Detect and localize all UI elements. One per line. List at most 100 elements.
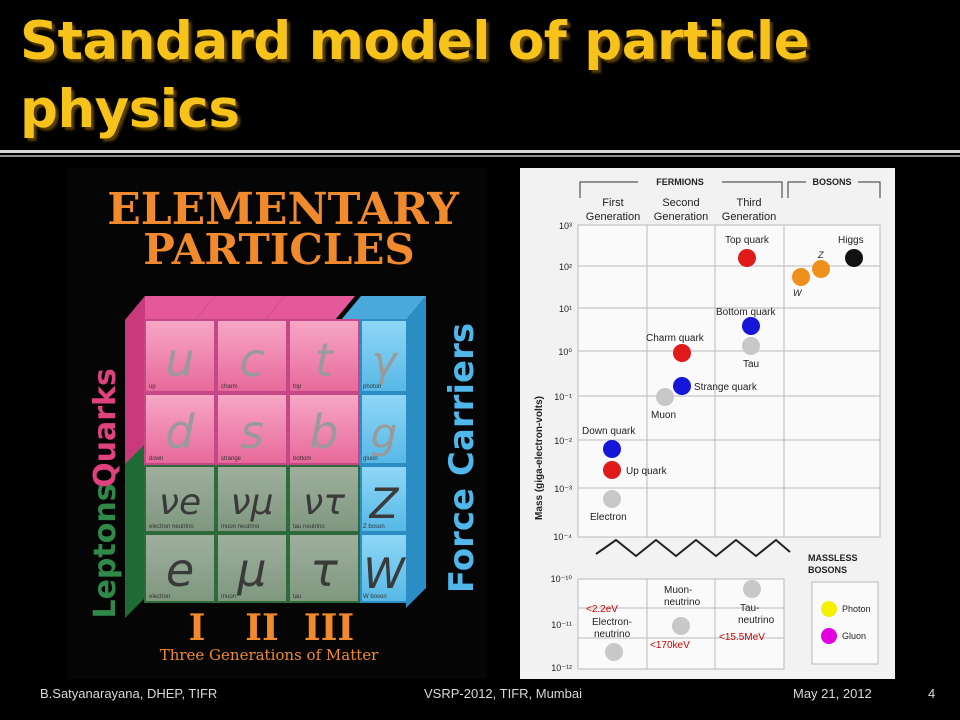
name-strange: strange [221,456,242,462]
sym-t: t [315,333,335,387]
massless-box [811,581,879,665]
strange-quark-ball [673,377,691,395]
tick-1e2: 10² [559,262,572,272]
massless-title-l1: MASSLESS [808,553,858,563]
quarks-label: Quarks [88,368,123,488]
cell-e [144,533,216,603]
tick-1e3: 10³ [559,221,572,231]
cell-tau [288,533,360,603]
slide-title: Standard model of particle physics [20,11,810,140]
fermions-header: FERMIONS [656,177,704,187]
footer-author: B.Satyanarayana, DHEP, TIFR [40,686,218,701]
cell-photon [360,319,408,393]
gen1-l2: Generation [586,211,640,223]
name-photon: photon [363,384,381,390]
electron-label: Electron [590,512,627,523]
tick-1e-1: 10⁻¹ [554,392,572,402]
sym-tau: τ [310,543,338,597]
gen2-l2: Generation [654,211,708,223]
generation-I: I [189,607,206,649]
cell-nu-e [144,465,216,533]
sym-w: W [363,549,406,598]
page-number: 4 [928,686,936,701]
cell-b [288,393,360,465]
tick-1e1: 10¹ [559,304,572,314]
particles-title: PARTICLES [143,225,414,274]
elementary-title: ELEMENTARY [107,184,459,235]
gen3-l1: Third [736,197,761,209]
down-quark-ball [603,440,621,458]
cell-gluon [360,393,408,465]
lepton-side-face [125,444,145,618]
tick-1e-12: 10⁻¹² [551,663,572,673]
cell-u [144,319,216,393]
sym-s: s [240,405,264,459]
generation-II: II [245,607,279,649]
gen1-l1: First [602,197,623,209]
footer-event: VSRP-2012, TIFR, Mumbai [424,686,582,701]
tick-1e-3: 10⁻³ [554,484,572,494]
top-quark-label: Top quark [725,235,770,246]
muon-neutrino-l1: Muon- [664,585,692,596]
muon-neutrino-ball [672,617,690,635]
generation-III: III [304,607,355,649]
y-axis-label: Mass (giga-electron-volts) [534,396,545,520]
sym-u: u [165,333,194,387]
name-muon: muon [221,594,236,600]
bottom-quark-ball [742,317,760,335]
tau-ball [742,337,760,355]
sym-nu-tau: ντ [303,482,345,523]
cell-c [216,319,288,393]
muon-neutrino-l2: neutrino [664,597,701,608]
tick-1e-10: 10⁻¹⁰ [551,574,573,584]
force-side-face [406,296,426,608]
muon-ball [656,388,674,406]
down-quark-label: Down quark [582,426,636,437]
name-electron-neutrino: electron neutrino [149,524,194,530]
w-ball [792,268,810,286]
bosons-bracket [787,181,881,198]
tau-neutrino-limit: <15.5MeV [719,632,765,643]
tau-neutrino-ball [743,580,761,598]
electron-neutrino-l1: Electron- [592,617,632,628]
z-label: Z [817,250,824,260]
higgs-ball [845,249,863,267]
massless-title-l2: BOSONS [808,565,847,575]
gluon-ball [821,628,837,644]
tick-1e0: 10⁰ [558,347,572,357]
name-electron: electron [149,594,170,600]
force-carriers-label: Force Carriers [442,323,482,593]
sym-gluon: g [371,409,398,458]
electron-ball [603,490,621,508]
name-gluon: gluon [363,456,378,462]
tick-1e-4: 10⁻⁴ [553,532,572,542]
bottom-quark-label: Bottom quark [716,307,776,318]
tau-neutrino-l2: neutrino [738,615,775,626]
footer-date: May 21, 2012 [793,686,872,701]
quark-side-face [125,296,145,478]
sym-mu: μ [236,543,266,597]
axis-break [595,538,791,558]
tick-1e-11: 10⁻¹¹ [551,620,572,630]
leptons-label: Leptons [88,483,123,618]
sym-photon: γ [372,337,399,386]
title-bar: Standard model of particle physics [0,0,960,152]
muon-neutrino-limit: <170keV [650,640,690,651]
w-label: W [793,288,803,298]
cell-z [360,465,408,533]
tau-neutrino-l1: Tau- [740,603,759,614]
gen2-l1: Second [662,197,699,209]
fermions-bracket [579,181,783,198]
tick-1e-2: 10⁻² [554,436,572,446]
cell-t [288,319,360,393]
sym-nu-mu: νμ [230,482,273,523]
electron-neutrino-ball [605,643,623,661]
particle-mass-chart-image: FERMIONS BOSONS First Generation Second … [520,168,895,679]
name-tau-neutrino: tau neutrino [293,524,325,530]
up-quark-ball [603,461,621,479]
sym-c: c [239,333,264,387]
name-top: top [293,384,302,390]
cell-s [216,393,288,465]
electron-neutrino-limit: <2.2eV [586,604,618,615]
name-bottom: bottom [293,456,311,462]
